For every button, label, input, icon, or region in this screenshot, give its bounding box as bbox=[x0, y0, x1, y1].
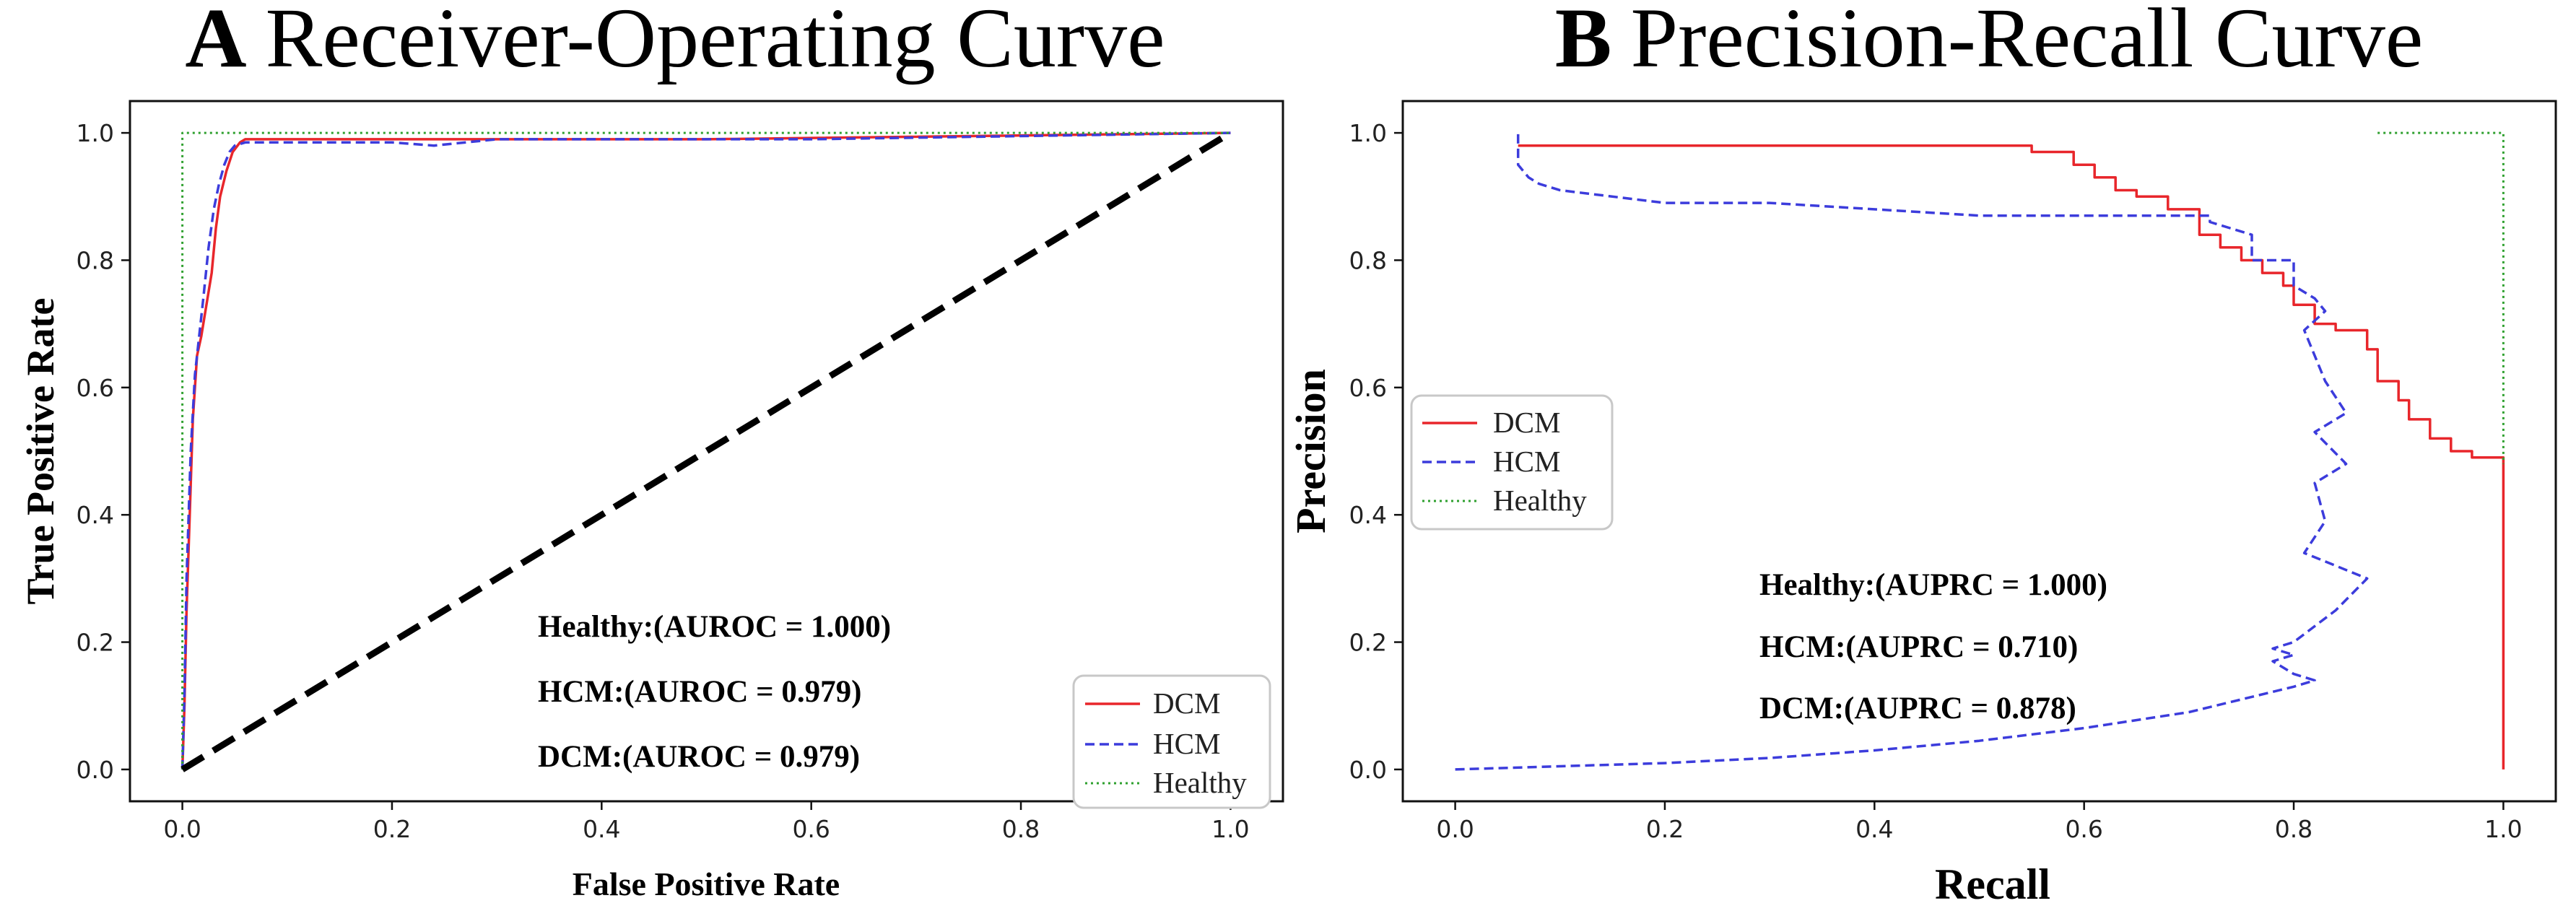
panel-b-letter: B bbox=[1555, 0, 1612, 85]
panel-b-annotation-dcm: DCM:(AUPRC = 0.878) bbox=[1759, 692, 2076, 725]
panel-b-annotation-hcm: HCM:(AUPRC = 0.710) bbox=[1759, 630, 2078, 664]
panel-b-legend-healthy-label: Healthy bbox=[1493, 484, 1587, 517]
panel-a-legend-healthy-label: Healthy bbox=[1153, 766, 1247, 799]
panel-a-y-axis-label: True Positive Rate bbox=[19, 298, 62, 605]
panel-a: A Receiver-Operating Curve 0.0 0.2 0.4 0.6 0.… bbox=[19, 0, 1284, 902]
panel-b-series bbox=[1455, 131, 2505, 771]
panel-a-letter: A bbox=[185, 0, 246, 85]
panel-a-x-tick-label: 0.4 bbox=[583, 815, 620, 843]
panel-a-series-healthy bbox=[181, 131, 1231, 770]
panel-a-axes-frame bbox=[129, 100, 1284, 803]
panel-a-y-tick-label: 0.8 bbox=[77, 246, 114, 274]
panel-a-x-tick-label: 0.6 bbox=[792, 815, 830, 843]
panel-a-x-tick-label: 0.0 bbox=[163, 815, 201, 843]
panel-a-ticks: 0.0 0.2 0.4 0.6 0.8 1.0 0.0 0.2 0.4 0.6 0.8 1.0 bbox=[77, 119, 1250, 843]
panel-a-legend-hcm-label: HCM bbox=[1153, 727, 1220, 760]
panel-b-axes-frame bbox=[1401, 100, 2557, 803]
panel-a-annotation-healthy: Healthy:(AUROC = 1.000) bbox=[538, 610, 891, 644]
panel-a-x-axis-label: False Positive Rate bbox=[573, 866, 840, 902]
panel-b-y-tick-label: 0.0 bbox=[1349, 756, 1387, 784]
panel-a-y-tick-label: 0.2 bbox=[77, 629, 114, 657]
panel-b-x-tick-label: 0.8 bbox=[2275, 815, 2312, 843]
panel-a-legend-box bbox=[1072, 674, 1271, 809]
panel-a-series-hcm bbox=[180, 131, 1231, 770]
panel-b-x-tick-label: 1.0 bbox=[2484, 815, 2522, 843]
panel-b-y-tick-label: 0.6 bbox=[1349, 374, 1387, 402]
panel-a-x-tick-label: 1.0 bbox=[1211, 815, 1249, 843]
panel-b-y-axis-label: Precision bbox=[1287, 369, 1334, 533]
panel-a-y-tick-label: 0.0 bbox=[77, 756, 114, 784]
panel-a-title: A Receiver-Operating Curve bbox=[185, 0, 1165, 85]
panel-a-series-chance bbox=[180, 130, 1232, 772]
panel-a-y-tick-label: 0.6 bbox=[77, 374, 114, 402]
panel-a-x-tick-label: 0.8 bbox=[1002, 815, 1040, 843]
panel-b-legend: DCM HCM Healthy bbox=[1410, 394, 1614, 531]
panel-a-series bbox=[180, 130, 1232, 772]
panel-b-annotation-healthy: Healthy:(AUPRC = 1.000) bbox=[1759, 568, 2107, 602]
panel-a-title-text: Receiver-Operating Curve bbox=[266, 0, 1165, 85]
panel-a-legend-dcm-label: DCM bbox=[1153, 687, 1220, 720]
panel-b-series-healthy bbox=[2377, 131, 2505, 464]
panel-b: B Precision-Recall Curve 0.0 0.2 0.4 0.6 0.8 1… bbox=[1287, 0, 2557, 908]
panel-b-y-tick-label: 0.4 bbox=[1349, 501, 1387, 529]
panel-b-x-tick-label: 0.2 bbox=[1646, 815, 1684, 843]
panel-a-legend: DCM HCM Healthy bbox=[1072, 674, 1271, 809]
panel-b-x-tick-label: 0.0 bbox=[1436, 815, 1474, 843]
panel-b-series-dcm bbox=[1518, 144, 2505, 770]
panel-a-y-tick-label: 0.4 bbox=[77, 501, 114, 529]
panel-b-legend-dcm-label: DCM bbox=[1493, 406, 1560, 439]
panel-b-title: B Precision-Recall Curve bbox=[1555, 0, 2423, 85]
panel-b-x-tick-label: 0.6 bbox=[2065, 815, 2102, 843]
panel-a-annotation-hcm: HCM:(AUROC = 0.979) bbox=[538, 675, 861, 709]
panel-b-legend-hcm-label: HCM bbox=[1493, 445, 1560, 478]
panel-b-legend-box bbox=[1410, 394, 1614, 531]
panel-b-y-tick-label: 0.2 bbox=[1349, 629, 1387, 657]
panel-b-x-axis-label: Recall bbox=[1935, 860, 2050, 908]
panel-b-title-text: Precision-Recall Curve bbox=[1630, 0, 2423, 85]
panel-b-ticks: 0.0 0.2 0.4 0.6 0.8 1.0 0.0 0.2 0.4 0.6 0.8 1.0 bbox=[1349, 119, 2523, 843]
panel-b-y-tick-label: 0.8 bbox=[1349, 246, 1387, 274]
panel-a-y-tick-label: 1.0 bbox=[77, 119, 114, 147]
panel-a-annotation-dcm: DCM:(AUROC = 0.979) bbox=[538, 740, 860, 774]
panel-a-x-tick-label: 0.2 bbox=[373, 815, 411, 843]
panel-b-x-tick-label: 0.4 bbox=[1855, 815, 1893, 843]
panel-b-series-hcm bbox=[1455, 133, 2369, 771]
panel-b-y-tick-label: 1.0 bbox=[1349, 119, 1387, 147]
